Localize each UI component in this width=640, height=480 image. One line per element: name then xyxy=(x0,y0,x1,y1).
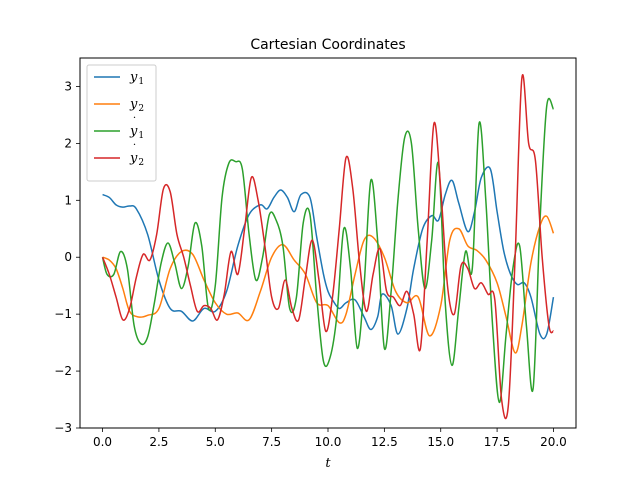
x-tick-label: 2.5 xyxy=(149,435,168,449)
legend-label-y1-dot: y1 xyxy=(129,124,144,141)
chart-title: Cartesian Coordinates xyxy=(250,37,405,53)
x-tick-label: 17.5 xyxy=(484,435,511,449)
legend-dot-accent: ˙ xyxy=(132,142,138,156)
series-line-y1-dot xyxy=(101,98,555,404)
y-axis-ticks: −3 −2 −1 0 1 2 3 xyxy=(54,79,80,435)
y-tick-label: −3 xyxy=(54,421,72,435)
legend-label-y2-dot: y2 xyxy=(129,151,144,168)
y-tick-label: −1 xyxy=(54,307,72,321)
x-tick-label: 0.0 xyxy=(93,435,112,449)
legend-dot-accent: ˙ xyxy=(132,115,138,129)
y-tick-label: 1 xyxy=(64,193,72,207)
legend-label-y1: y1 xyxy=(129,70,144,87)
series-line-y2-dot xyxy=(101,74,555,420)
x-tick-label: 20.0 xyxy=(540,435,567,449)
y-tick-label: −2 xyxy=(54,364,72,378)
x-tick-label: 7.5 xyxy=(262,435,281,449)
x-tick-label: 10.0 xyxy=(315,435,342,449)
x-tick-label: 5.0 xyxy=(206,435,225,449)
x-tick-label: 12.5 xyxy=(371,435,398,449)
legend-box xyxy=(86,64,157,182)
x-tick-label: 15.0 xyxy=(427,435,454,449)
x-axis-label: t xyxy=(325,456,331,471)
y-tick-label: 2 xyxy=(64,136,72,150)
x-axis-ticks: 0.0 2.5 5.0 7.5 10.0 12.5 15.0 17.5 20.0 xyxy=(93,428,567,449)
y-tick-label: 0 xyxy=(64,250,72,264)
legend-label-y2: y2 xyxy=(129,97,144,114)
y-tick-label: 3 xyxy=(64,79,72,93)
series-layer xyxy=(101,74,555,420)
series-line-y1 xyxy=(102,166,555,340)
